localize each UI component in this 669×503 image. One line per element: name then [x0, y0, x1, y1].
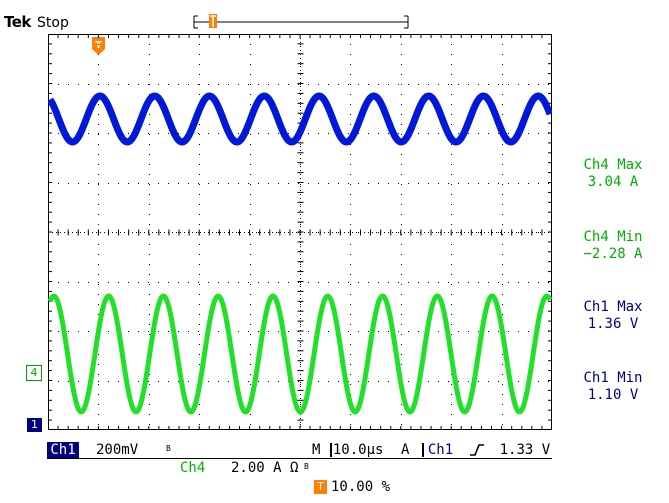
timebase-value: 10.0μs [332, 442, 384, 458]
measurement-value: 1.36 V [587, 316, 639, 332]
measurement-value: 3.04 A [587, 174, 639, 190]
measurement-name: Ch1 Max [583, 299, 643, 315]
ch4-label[interactable]: Ch4 [180, 460, 206, 476]
ch1-badge[interactable]: Ch1 [47, 442, 79, 458]
ch1-trace [48, 293, 552, 415]
measurement-name: Ch4 Min [583, 229, 643, 245]
status-divider [47, 458, 552, 459]
timebase-readout: M 10.0μs [312, 442, 383, 458]
measurement-name: Ch4 Max [583, 157, 643, 173]
ch4-scale-value: 2.00 A [231, 460, 282, 476]
ch4-amps-per-div: 2.00 A Ω [231, 460, 298, 476]
svg-text:T: T [95, 40, 102, 51]
measurement-value: 1.10 V [587, 387, 639, 403]
ch4-bandwidth-limit-indicator: B [304, 462, 309, 471]
measurement-name: Ch1 Min [583, 370, 643, 386]
trigger-readout: A Ch1 1.33 V [401, 442, 550, 458]
trigger-position-marker-icon[interactable]: T [92, 37, 105, 55]
ch4-unit-suffix: Ω [290, 460, 299, 476]
measurement-ch1-max: Ch1 Max 1.36 V [568, 299, 658, 333]
ch1-bandwidth-limit-indicator: B [166, 444, 171, 453]
measurement-value: −2.28 A [583, 246, 643, 262]
trigger-position-value: 10.00 % [331, 479, 391, 495]
brand-label: Tek [4, 13, 31, 31]
timebase-prefix: M [312, 442, 321, 458]
measurement-ch1-min: Ch1 Min 1.10 V [568, 370, 658, 404]
acquisition-status: Stop [37, 15, 69, 31]
ch1-ground-marker[interactable]: 1 [27, 418, 42, 432]
record-position-bar [193, 14, 409, 29]
trigger-level: 1.33 V [499, 442, 551, 458]
ch4-trace [48, 92, 552, 146]
trigger-source: Ch1 [427, 442, 454, 458]
ch4-ground-marker[interactable]: 4 [26, 365, 42, 381]
trigger-position-icon: T [314, 480, 327, 494]
measurement-ch4-min: Ch4 Min −2.28 A [568, 229, 658, 263]
rising-edge-icon [469, 444, 484, 456]
measurement-ch4-max: Ch4 Max 3.04 A [568, 157, 658, 191]
ch1-volts-per-div: 200mV [96, 442, 139, 458]
waveform-graticule [48, 34, 552, 430]
trigger-mode: A [401, 442, 410, 458]
